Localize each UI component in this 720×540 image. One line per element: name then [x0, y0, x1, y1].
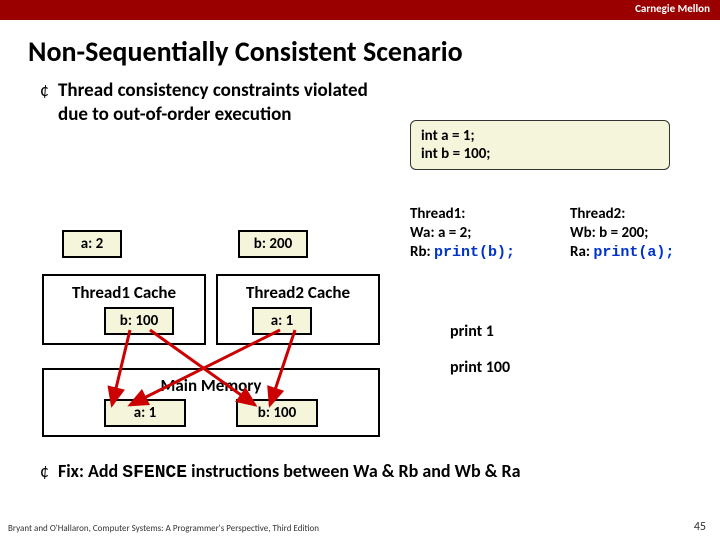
- page-number: 45: [694, 520, 706, 534]
- bullet-1-text: Thread consistency constraints violated …: [58, 79, 368, 127]
- value-b-200: b: 200: [238, 230, 308, 258]
- footer-citation: Bryant and O'Hallaron, Computer Systems:…: [8, 523, 319, 534]
- value-a-2: a: 2: [62, 230, 122, 258]
- thread2-box: Thread2: Wb: b = 200; Ra: print(a);: [570, 205, 674, 262]
- main-memory: Main Memory a: 1 b: 100: [42, 368, 380, 437]
- cache1-value: b: 100: [104, 307, 174, 335]
- thread1-wa: Wa: a = 2;: [410, 224, 515, 243]
- mainmem-b: b: 100: [236, 399, 318, 427]
- fix-text: Fix: Add SFENCE instructions between Wa …: [58, 460, 520, 483]
- thread1-cache: Thread1 Cache b: 100: [42, 274, 206, 345]
- thread2-wb: Wb: b = 200;: [570, 224, 674, 243]
- init-line-2: int b = 100;: [421, 145, 659, 163]
- print-result-2: print 100: [450, 358, 510, 377]
- mainmem-a: a: 1: [104, 399, 186, 427]
- slide-title: Non-Sequentially Consistent Scenario: [28, 34, 720, 69]
- thread1-title: Thread1:: [410, 205, 515, 224]
- mainmem-label: Main Memory: [44, 370, 378, 399]
- cache1-label: Thread1 Cache: [44, 276, 204, 307]
- bullet-marker: ¢: [40, 79, 58, 101]
- print-result-1: print 1: [450, 322, 494, 341]
- cache2-label: Thread2 Cache: [218, 276, 378, 307]
- thread2-title: Thread2:: [570, 205, 674, 224]
- bullet-marker: ¢: [40, 460, 58, 482]
- thread1-box: Thread1: Wa: a = 2; Rb: print(b);: [410, 205, 515, 262]
- thread2-ra: Ra: print(a);: [570, 243, 674, 262]
- init-line-1: int a = 1;: [421, 127, 659, 145]
- cache2-value: a: 1: [252, 307, 312, 335]
- thread1-rb: Rb: print(b);: [410, 243, 515, 262]
- init-code-box: int a = 1; int b = 100;: [410, 120, 670, 170]
- brand-label: Carnegie Mellon: [635, 2, 710, 15]
- header-bar: Carnegie Mellon: [0, 0, 720, 20]
- fix-bullet: ¢ Fix: Add SFENCE instructions between W…: [40, 460, 700, 483]
- thread2-cache: Thread2 Cache a: 1: [216, 274, 380, 345]
